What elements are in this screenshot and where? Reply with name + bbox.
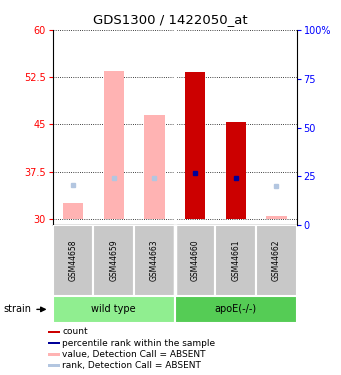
Text: GSM44660: GSM44660	[191, 240, 199, 281]
Bar	[53, 296, 175, 322]
Text: rank, Detection Call = ABSENT: rank, Detection Call = ABSENT	[62, 361, 201, 370]
Text: GSM44662: GSM44662	[272, 240, 281, 281]
Text: wild type: wild type	[91, 304, 136, 314]
Bar	[175, 296, 297, 322]
Bar	[48, 353, 60, 356]
Text: count: count	[62, 327, 88, 336]
Bar	[134, 225, 175, 296]
Text: GSM44663: GSM44663	[150, 240, 159, 281]
Text: GSM44658: GSM44658	[69, 240, 78, 281]
Bar	[48, 342, 60, 344]
Bar	[104, 71, 124, 219]
Text: GDS1300 / 1422050_at: GDS1300 / 1422050_at	[93, 13, 248, 26]
Bar	[48, 331, 60, 333]
Bar	[93, 225, 134, 296]
Bar	[225, 123, 246, 219]
Text: GSM44659: GSM44659	[109, 240, 118, 281]
Bar	[53, 225, 93, 296]
Bar	[216, 225, 256, 296]
Text: strain: strain	[3, 304, 31, 314]
Bar	[185, 72, 205, 219]
Bar	[63, 203, 83, 219]
Bar	[266, 216, 286, 219]
Text: apoE(-/-): apoE(-/-)	[214, 304, 257, 314]
Bar	[175, 225, 216, 296]
Bar	[256, 225, 297, 296]
Text: value, Detection Call = ABSENT: value, Detection Call = ABSENT	[62, 350, 206, 359]
Bar	[144, 115, 165, 219]
Text: percentile rank within the sample: percentile rank within the sample	[62, 339, 215, 348]
Bar	[48, 364, 60, 367]
Text: GSM44661: GSM44661	[231, 240, 240, 281]
